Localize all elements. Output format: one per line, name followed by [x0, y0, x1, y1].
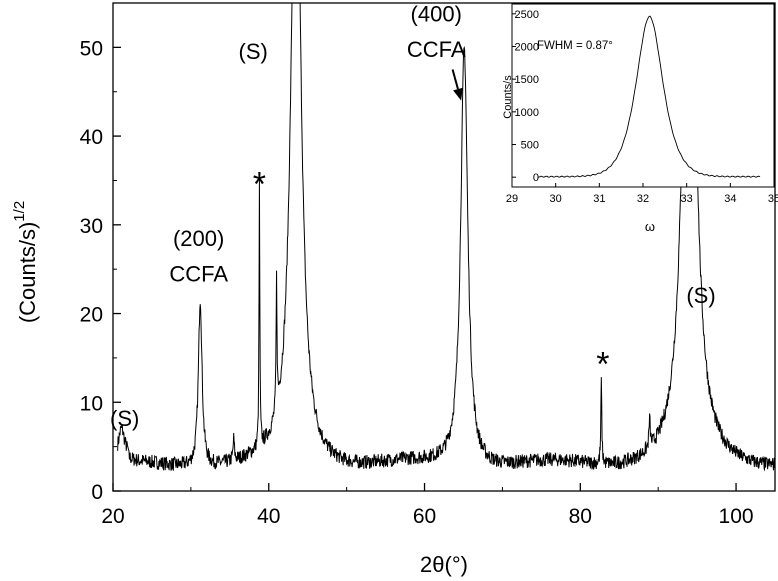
inset-x-tick-label: 29 [506, 193, 518, 205]
inset-y-tick-label: 1000 [515, 107, 539, 119]
ccfa-400-arrow [451, 69, 459, 90]
inset-axis-ticks [511, 13, 775, 187]
inset-y-axis-label: Counts/s [502, 75, 514, 119]
inset-x-axis-label: ω [645, 219, 655, 234]
peak-label: CCFA [407, 37, 466, 62]
diffraction-pattern-line [117, 3, 775, 472]
peak-label: CCFA [169, 262, 228, 287]
y-tick-label: 30 [80, 215, 103, 238]
x-tick-label: 100 [719, 505, 754, 528]
x-tick-label: 40 [257, 505, 280, 528]
inset-y-tick-label: 2500 [515, 9, 539, 21]
inset-x-tick-label: 35 [768, 193, 778, 205]
x-tick-label: 20 [101, 505, 124, 528]
y-tick-label: 10 [80, 392, 103, 415]
x-tick-label: 80 [569, 505, 592, 528]
y-axis-label-group: (Counts/s)1/2 [11, 201, 40, 323]
inset-x-tick-label: 31 [593, 193, 605, 205]
peak-label: (200) [173, 226, 224, 251]
x-tick-label: 60 [413, 505, 436, 528]
fwhm-annotation: FWHM = 0.87° [537, 40, 613, 52]
inset-y-tick-label: 0 [533, 172, 539, 184]
y-tick-label: 40 [80, 126, 103, 149]
peak-label: (S) [239, 39, 268, 64]
y-axis-label-exponent: 1/2 [11, 201, 28, 222]
y-axis-label: (Counts/s) [15, 222, 40, 323]
x-axis-label: 2θ(°) [420, 552, 468, 577]
inset-frame [511, 3, 775, 188]
inset-x-tick-label: 33 [681, 193, 693, 205]
y-tick-label: 20 [80, 304, 103, 327]
inset-y-tick-label: 500 [521, 140, 539, 152]
impurity-marker: * [253, 166, 266, 204]
inset-x-tick-label: 32 [637, 193, 649, 205]
inset-tick-labels: 29 30 31 32 33 34 35 0 500 1000 1500 2000 2500 [506, 9, 778, 205]
peak-annotations: (S) (200) CCFA * (S) (400) CCFA * (S) [110, 2, 716, 432]
inset-y-tick-label: 2000 [515, 41, 539, 53]
ccfa-400-arrowhead [453, 87, 463, 101]
inset-y-tick-label: 1500 [515, 74, 539, 86]
y-tick-label: 0 [91, 481, 103, 504]
main-plot-frame [112, 2, 776, 492]
peak-label: (S) [686, 283, 715, 308]
main-axis-ticks [112, 46, 737, 492]
peak-label: (S) [110, 406, 139, 431]
y-tick-label: 50 [80, 37, 103, 60]
peak-label: (400) [411, 2, 462, 27]
svg-text:(Counts/s)1/2: (Counts/s)1/2 [11, 201, 40, 323]
rocking-curve-line [538, 15, 761, 178]
inset-x-tick-label: 30 [550, 193, 562, 205]
impurity-marker: * [596, 346, 609, 384]
inset-x-tick-label: 34 [724, 193, 736, 205]
